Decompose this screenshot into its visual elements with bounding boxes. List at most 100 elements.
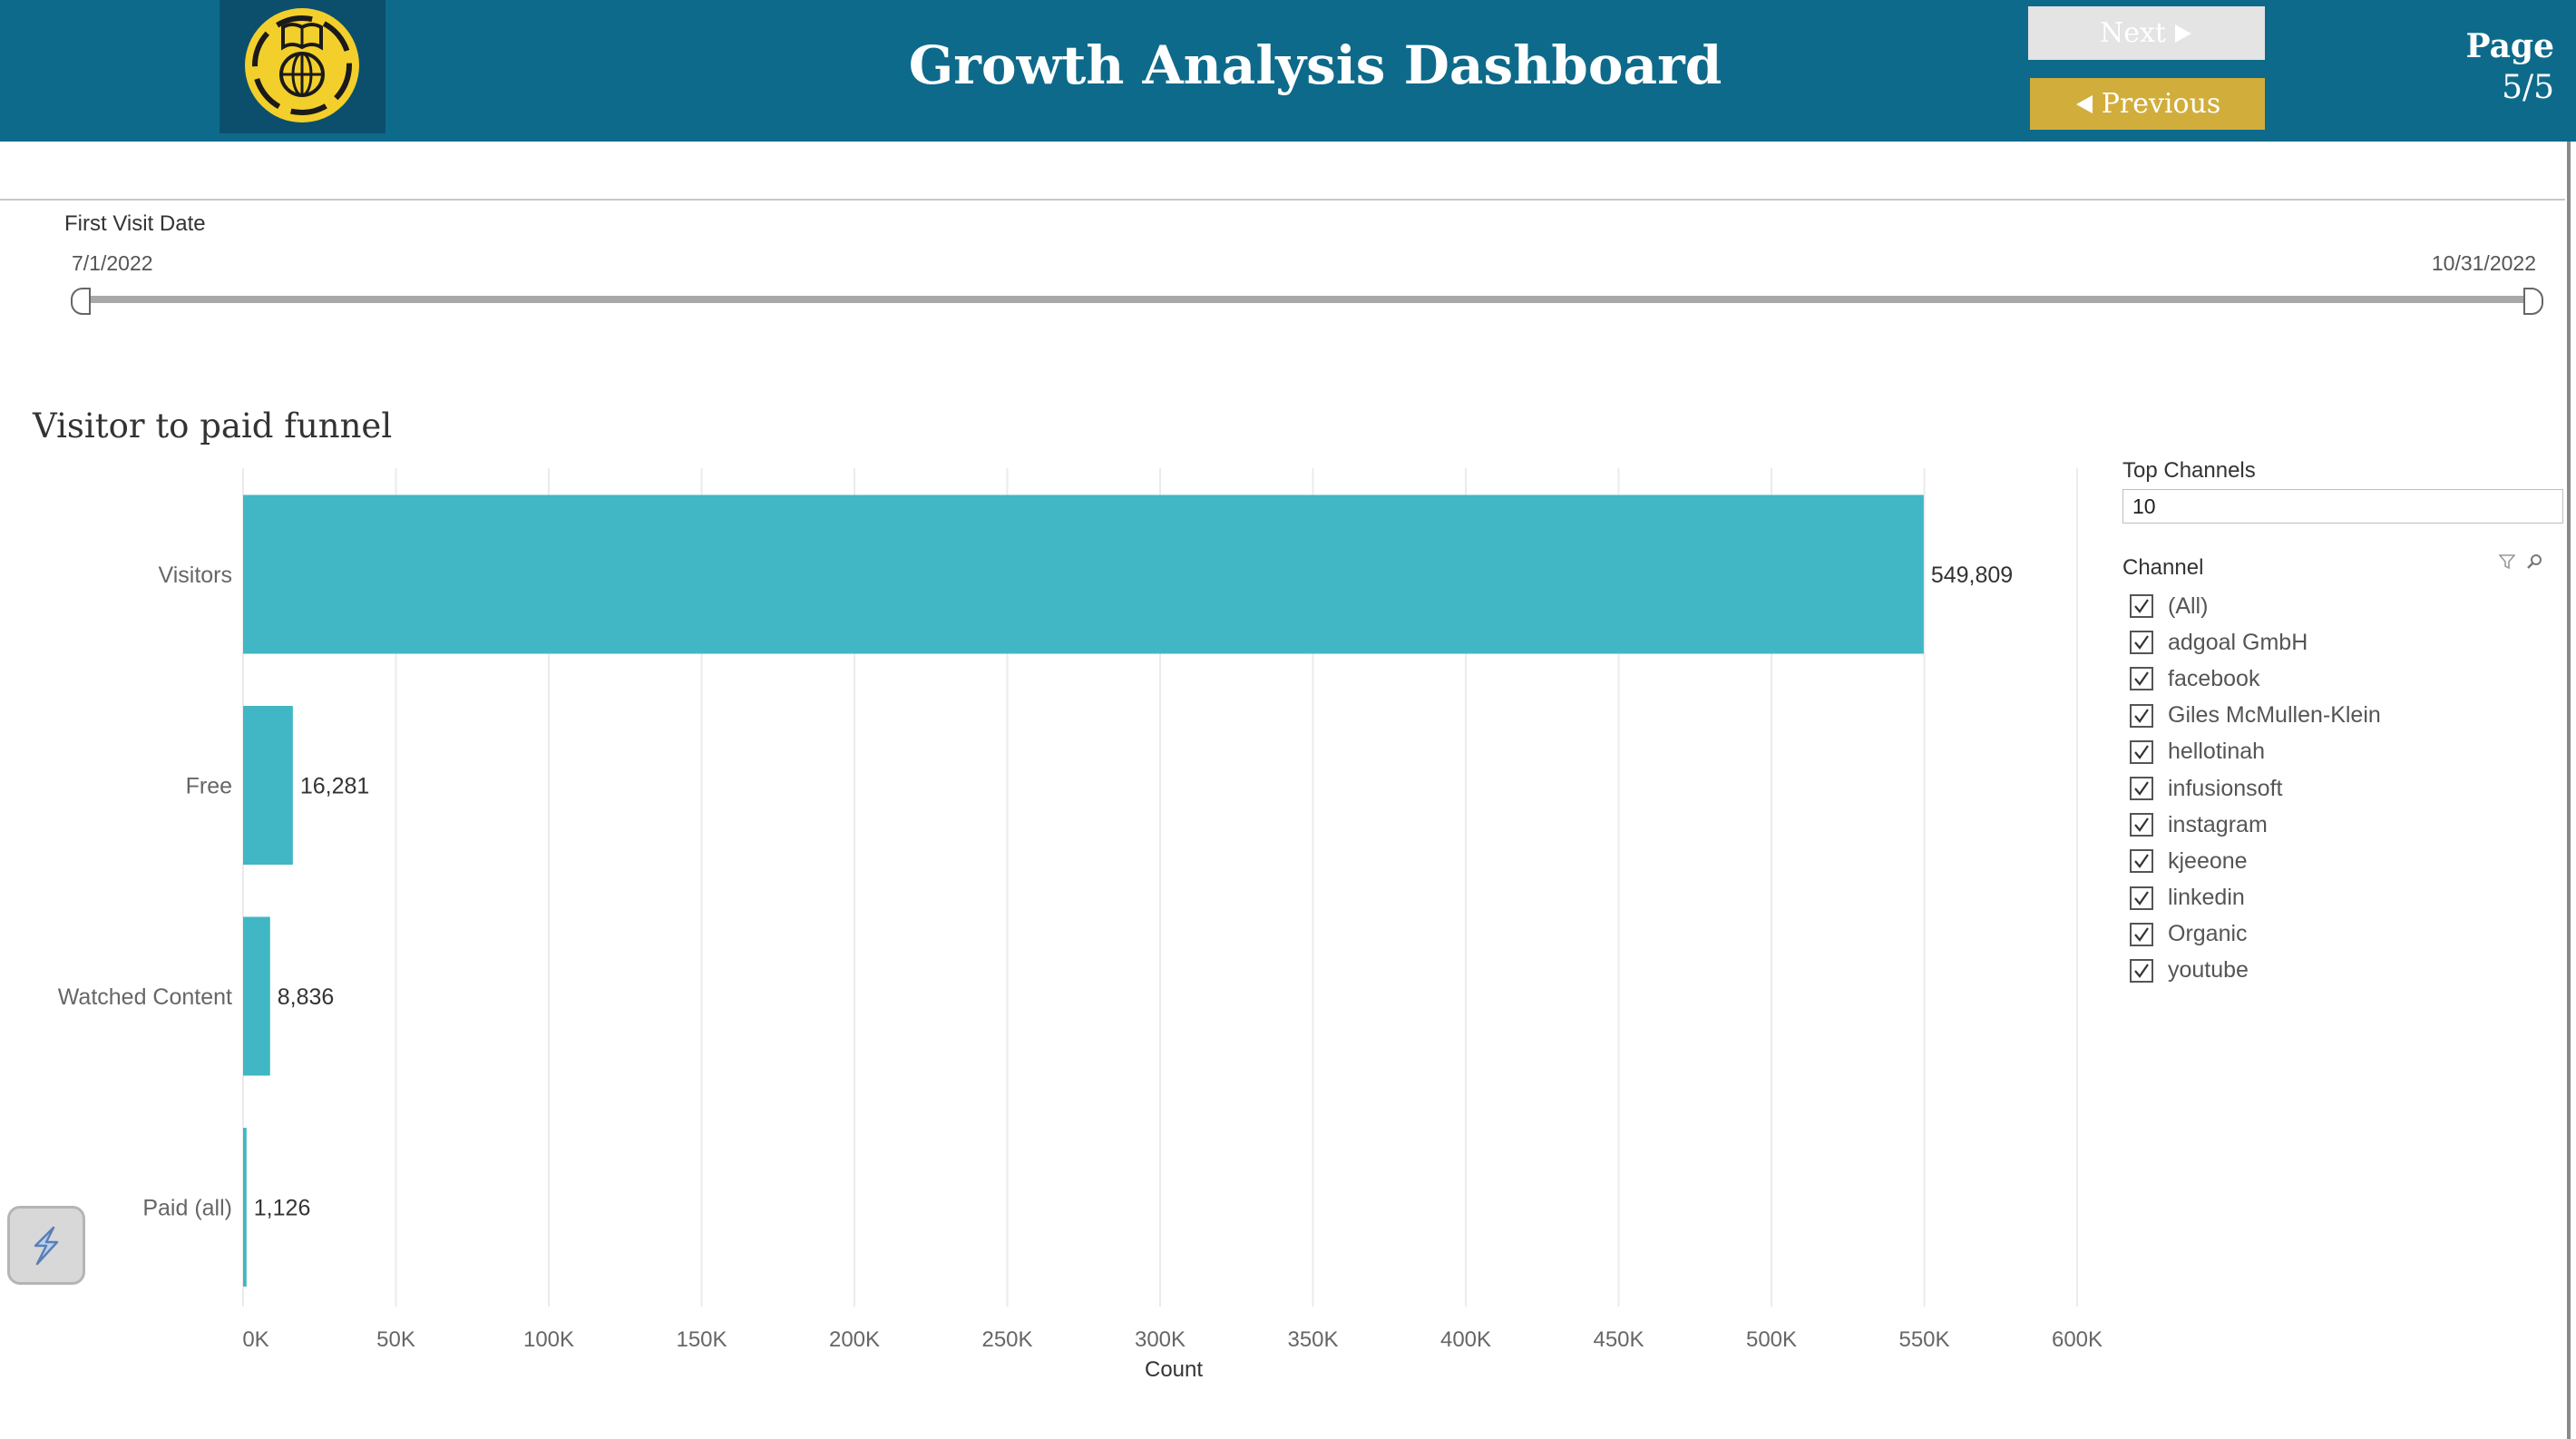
checkmark-icon	[2134, 599, 2149, 613]
previous-button-label: Previous	[2101, 88, 2221, 120]
channel-item[interactable]: Organic	[2130, 916, 2381, 953]
bar-value-label: 549,809	[1931, 563, 2013, 588]
x-tick-label: 150K	[676, 1327, 727, 1352]
funnel-bar-chart: 0K 50K 100K 150K 200K 250K 300K 350K 400K 450K 500…	[58, 468, 2103, 1352]
channel-item[interactable]: linkedin	[2130, 880, 2381, 916]
checkmark-icon	[2134, 709, 2149, 723]
page-number: 5/5	[2502, 69, 2554, 106]
x-tick-label: 200K	[829, 1327, 880, 1352]
top-channels-label: Top Channels	[2122, 458, 2256, 483]
channel-item[interactable]: instagram	[2130, 807, 2381, 843]
channel-filter-tools	[2499, 553, 2542, 570]
checkmark-icon	[2134, 671, 2149, 687]
x-tick-label: 400K	[1440, 1327, 1491, 1352]
date-filter-title: First Visit Date	[64, 211, 206, 236]
category-label: Free	[186, 774, 232, 799]
bar-value-label: 8,836	[278, 984, 335, 1010]
top-channels-input[interactable]: 10	[2122, 489, 2563, 524]
channel-item-label: facebook	[2168, 665, 2260, 691]
checkmark-icon	[2134, 745, 2149, 759]
channel-item[interactable]: facebook	[2130, 661, 2381, 697]
checkmark-icon	[2134, 817, 2149, 833]
floating-widget-button[interactable]	[7, 1206, 85, 1285]
channel-item-label: kjeeone	[2168, 847, 2248, 874]
channel-item-label: hellotinah	[2168, 739, 2266, 765]
channel-item[interactable]: hellotinah	[2130, 734, 2381, 770]
category-label: Paid (all)	[142, 1196, 232, 1221]
divider	[0, 199, 2565, 201]
channel-item[interactable]: Giles McMullen-Klein	[2130, 698, 2381, 734]
page-indicator: Page 5/5	[2465, 25, 2554, 109]
checkbox[interactable]	[2130, 958, 2153, 983]
checkmark-icon	[2134, 890, 2149, 905]
app-logo-icon	[34, 1226, 59, 1265]
x-tick-label: 250K	[981, 1327, 1032, 1352]
checkbox[interactable]	[2130, 594, 2153, 619]
channel-list: (All) adgoal GmbH facebook Giles McMullen-K…	[2130, 588, 2381, 989]
funnel-bar	[243, 916, 270, 1076]
channel-item-label: infusionsoft	[2168, 775, 2283, 801]
x-tick-label: 450K	[1593, 1327, 1644, 1352]
x-tick-label: 300K	[1135, 1327, 1186, 1352]
channel-item-label: instagram	[2168, 811, 2268, 837]
x-tick-label: 100K	[523, 1327, 574, 1352]
x-tick-label: 50K	[376, 1327, 415, 1352]
next-button[interactable]: Next	[2028, 6, 2265, 60]
page-word: Page	[2465, 27, 2554, 65]
channel-item-label: adgoal GmbH	[2168, 629, 2308, 655]
funnel-bar	[243, 494, 1924, 654]
search-icon[interactable]	[2526, 553, 2542, 570]
play-left-icon	[2075, 94, 2093, 113]
chart-title: Visitor to paid funnel	[33, 406, 393, 445]
checkmark-icon	[2134, 781, 2149, 796]
play-right-icon	[2174, 24, 2191, 43]
channel-item[interactable]: youtube	[2130, 953, 2381, 989]
checkbox[interactable]	[2130, 739, 2153, 764]
checkbox[interactable]	[2130, 922, 2153, 946]
channel-item-label: (All)	[2168, 592, 2209, 619]
channel-item-label: Giles McMullen-Klein	[2168, 702, 2381, 729]
previous-button[interactable]: Previous	[2030, 78, 2265, 130]
date-slider-end-handle[interactable]	[2523, 288, 2543, 315]
checkmark-icon	[2134, 854, 2149, 869]
date-end-label: 10/31/2022	[2431, 251, 2536, 275]
scrollbar[interactable]	[2567, 142, 2571, 1439]
channel-item-label: Organic	[2168, 921, 2248, 947]
checkmark-icon	[2134, 964, 2149, 978]
logo	[220, 0, 385, 133]
category-label: Watched Content	[58, 984, 232, 1010]
x-tick-label: 600K	[2052, 1327, 2103, 1352]
channel-filter-label: Channel	[2122, 555, 2204, 580]
checkmark-icon	[2134, 927, 2149, 942]
filter-icon[interactable]	[2499, 553, 2515, 570]
checkbox[interactable]	[2130, 631, 2153, 655]
x-tick-label: 0K	[242, 1327, 268, 1352]
checkbox[interactable]	[2130, 777, 2153, 801]
x-axis-title: Count	[1145, 1357, 1204, 1382]
category-label: Visitors	[158, 563, 232, 588]
bar-value-label: 16,281	[300, 774, 369, 799]
dashboard-header: Growth Analysis Dashboard Next Previous …	[0, 0, 2576, 142]
channel-item[interactable]: (All)	[2130, 588, 2381, 624]
checkbox[interactable]	[2130, 849, 2153, 874]
checkmark-icon	[2134, 635, 2149, 651]
checkbox[interactable]	[2130, 886, 2153, 910]
x-tick-label: 550K	[1898, 1327, 1949, 1352]
funnel-bar	[243, 706, 293, 865]
channel-item[interactable]: kjeeone	[2130, 843, 2381, 879]
next-button-label: Next	[2100, 17, 2166, 49]
x-tick-label: 500K	[1746, 1327, 1797, 1352]
date-slider-start-handle[interactable]	[71, 288, 91, 315]
channel-item[interactable]: infusionsoft	[2130, 770, 2381, 807]
channel-item-label: youtube	[2168, 957, 2249, 984]
funnel-bar	[243, 1128, 247, 1287]
book-globe-icon	[245, 8, 359, 122]
date-range-slider[interactable]	[78, 296, 2534, 303]
checkbox[interactable]	[2130, 813, 2153, 837]
channel-item[interactable]: adgoal GmbH	[2130, 624, 2381, 661]
channel-item-label: linkedin	[2168, 885, 2245, 911]
checkbox[interactable]	[2130, 703, 2153, 728]
bar-value-label: 1,126	[254, 1196, 311, 1221]
date-start-label: 7/1/2022	[72, 251, 153, 275]
checkbox[interactable]	[2130, 667, 2153, 691]
